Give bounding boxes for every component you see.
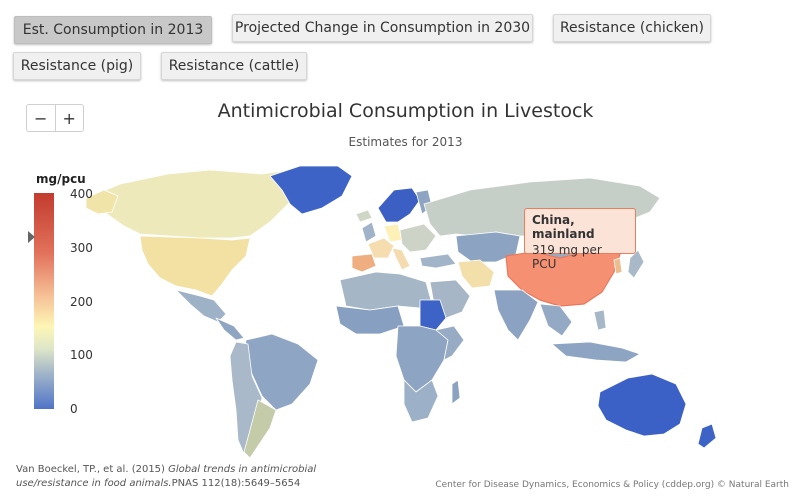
citation-title: Global trends in antimicrobial — [168, 464, 317, 475]
tab-resistance-pig[interactable]: Resistance (pig) — [13, 52, 141, 80]
legend-tick-400: 400 — [70, 187, 93, 201]
country-turkey[interactable] — [419, 253, 457, 269]
country-uk[interactable] — [361, 221, 377, 243]
tab-resistance-chicken[interactable]: Resistance (chicken) — [553, 14, 711, 42]
country-iran[interactable] — [457, 259, 495, 289]
legend-tick-0: 0 — [70, 402, 78, 416]
country-north-africa[interactable] — [339, 271, 433, 311]
citation: Van Boeckel, TP., et al. (2015) Global t… — [16, 463, 336, 491]
country-east-africa[interactable] — [435, 325, 465, 361]
country-korea[interactable] — [613, 257, 623, 275]
country-greenland[interactable] — [269, 165, 353, 215]
country-argentina[interactable] — [243, 399, 277, 459]
citation-title-cont: use/resistance in food animals. — [16, 478, 172, 489]
legend-value-marker — [28, 231, 35, 243]
country-usa[interactable] — [139, 235, 251, 297]
country-france[interactable] — [367, 237, 395, 259]
citation-authors: Van Boeckel, TP., et al. (2015) — [16, 464, 169, 475]
country-tooltip: China, mainland 319 mg per PCU — [524, 208, 636, 271]
country-central-africa[interactable] — [395, 325, 449, 393]
country-philippines[interactable] — [593, 309, 607, 331]
country-india[interactable] — [493, 289, 539, 341]
tab-projected-change-2030[interactable]: Projected Change in Consumption in 2030 — [232, 14, 533, 42]
country-mexico[interactable] — [175, 289, 227, 323]
map-credits: Center for Disease Dynamics, Economics &… — [435, 480, 789, 490]
tab-label: Resistance (cattle) — [168, 58, 300, 74]
zoom-out-button[interactable]: − — [27, 105, 56, 131]
tab-est-consumption-2013[interactable]: Est. Consumption in 2013 — [14, 16, 212, 44]
country-new-zealand[interactable] — [697, 423, 717, 449]
tab-label: Resistance (pig) — [20, 58, 134, 74]
map-title: Antimicrobial Consumption in Livestock — [217, 100, 594, 122]
country-canada[interactable] — [91, 169, 303, 239]
tooltip-value: 319 mg per PCU — [532, 243, 602, 271]
citation-journal: PNAS 112(18):5649–5654 — [171, 478, 301, 489]
country-west-africa[interactable] — [335, 305, 405, 335]
zoom-in-button[interactable]: + — [56, 105, 84, 131]
legend-tick-100: 100 — [70, 348, 93, 362]
map-subtitle: Estimates for 2013 — [348, 135, 463, 149]
country-iceland[interactable] — [355, 209, 373, 223]
country-australia[interactable] — [597, 373, 687, 437]
zoom-controls: − + — [26, 104, 84, 132]
tooltip-country-name: China, mainland — [532, 213, 595, 241]
country-central-america[interactable] — [215, 317, 245, 341]
legend-title: mg/pcu — [36, 172, 86, 186]
country-sudan[interactable] — [419, 299, 447, 331]
country-alaska[interactable] — [85, 189, 119, 215]
country-norway-sweden[interactable] — [377, 187, 421, 223]
country-italy[interactable] — [391, 247, 411, 271]
legend-tick-200: 200 — [70, 295, 93, 309]
country-germany[interactable] — [383, 223, 403, 243]
country-japan[interactable] — [627, 249, 645, 279]
legend-color-scale — [34, 193, 54, 409]
country-southern-africa[interactable] — [403, 379, 439, 423]
tab-label: Projected Change in Consumption in 2030 — [234, 20, 531, 36]
country-spain[interactable] — [351, 253, 377, 273]
tab-resistance-cattle[interactable]: Resistance (cattle) — [161, 52, 307, 80]
country-southeast-asia[interactable] — [539, 303, 573, 337]
country-china[interactable] — [505, 243, 621, 307]
tab-label: Est. Consumption in 2013 — [22, 22, 204, 38]
legend-tick-300: 300 — [70, 241, 93, 255]
tab-label: Resistance (chicken) — [559, 20, 705, 36]
country-eastern-europe[interactable] — [399, 223, 437, 253]
country-madagascar[interactable] — [451, 379, 461, 405]
country-indonesia[interactable] — [551, 341, 641, 363]
